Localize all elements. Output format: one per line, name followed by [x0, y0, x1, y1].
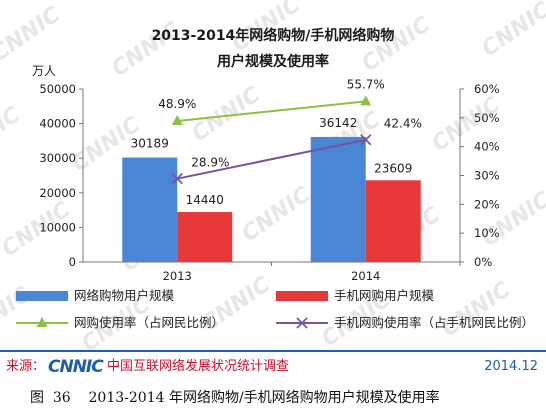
line-point-marker [360, 95, 372, 106]
bar-data-label: 23609 [374, 161, 412, 175]
watermark-text: CNNIC [237, 182, 315, 247]
cnnic-logo: CNNIC [48, 357, 105, 377]
line-data-label: 42.4% [384, 117, 422, 131]
watermark-text: CNNIC [0, 102, 25, 167]
watermark-text: CNNIC [0, 2, 65, 67]
bar [365, 180, 421, 262]
legend-swatch [16, 291, 68, 301]
source-date: 2014.12 [484, 359, 538, 374]
legend-label: 网购使用率（占网民比例） [74, 315, 224, 330]
y-tick-label-left: 10000 [39, 220, 76, 234]
bar-data-label: 14440 [186, 193, 224, 207]
plot-area: 0 10000 20000 30000 40000 50000 0% 10% 20% 30% 40%… [39, 77, 499, 283]
legend-label: 手机网购使用率（占手机网民比例） [334, 315, 534, 330]
bar-data-label: 36142 [319, 116, 357, 130]
watermark-text: CNNIC [477, 0, 546, 62]
watermark-text: CNNIC [107, 17, 185, 82]
legend-marker [296, 317, 308, 329]
line-data-label: 28.9% [191, 156, 229, 170]
watermark-text: CNNIC [187, 82, 265, 147]
x-tick-label: 2013 [163, 269, 192, 283]
series-line [177, 100, 366, 122]
legend-label: 手机网购用户规模 [334, 288, 435, 303]
x-tick-label: 2014 [351, 269, 380, 283]
y-tick-label-right: 40% [474, 140, 500, 154]
watermark-text: CNNIC [357, 12, 435, 77]
line-point-marker [171, 173, 183, 185]
bar-data-label: 30189 [131, 137, 169, 151]
legend-marker [36, 317, 48, 327]
y-tick-label-right: 30% [474, 169, 500, 183]
y-tick-label-left: 30000 [39, 151, 76, 165]
chart-subtitle: 用户规模及使用率 [217, 53, 329, 70]
y-tick-label-left: 40000 [39, 117, 76, 131]
y-axis-unit-label: 万人 [32, 64, 56, 78]
watermark-text: CNNIC [437, 277, 515, 342]
bar [310, 136, 366, 262]
y-tick-label-left: 0 [69, 255, 76, 269]
y-tick-label-right: 20% [474, 197, 500, 211]
y-tick-label-right: 60% [474, 82, 500, 96]
line-data-label: 55.7% [347, 77, 385, 91]
cnnic-logo-text: CNNIC [48, 357, 104, 377]
y-tick-label-right: 10% [474, 226, 500, 240]
figure-caption: 图 36 2013-2014 年网络购物/手机网络购物用户规模及使用率 [30, 389, 440, 406]
bar [177, 212, 233, 262]
line-point-marker [360, 134, 372, 146]
series-line [177, 138, 366, 180]
y-tick-label-left: 20000 [39, 186, 76, 200]
line-data-label: 48.9% [158, 97, 196, 111]
y-tick-label-right: 50% [474, 111, 500, 125]
source-label: 来源： [6, 359, 45, 374]
line-point-marker [171, 115, 183, 126]
y-tick-label-left: 50000 [39, 82, 76, 96]
bar [122, 157, 178, 262]
source-organization: 中国互联网络发展状况统计调查 [107, 358, 289, 374]
y-tick-label-right: 0% [474, 255, 492, 269]
chart-title: 2013-2014年网络购物/手机网络购物 [152, 27, 395, 44]
legend-swatch [276, 291, 328, 301]
legend-label: 网络购物用户规模 [74, 288, 175, 303]
